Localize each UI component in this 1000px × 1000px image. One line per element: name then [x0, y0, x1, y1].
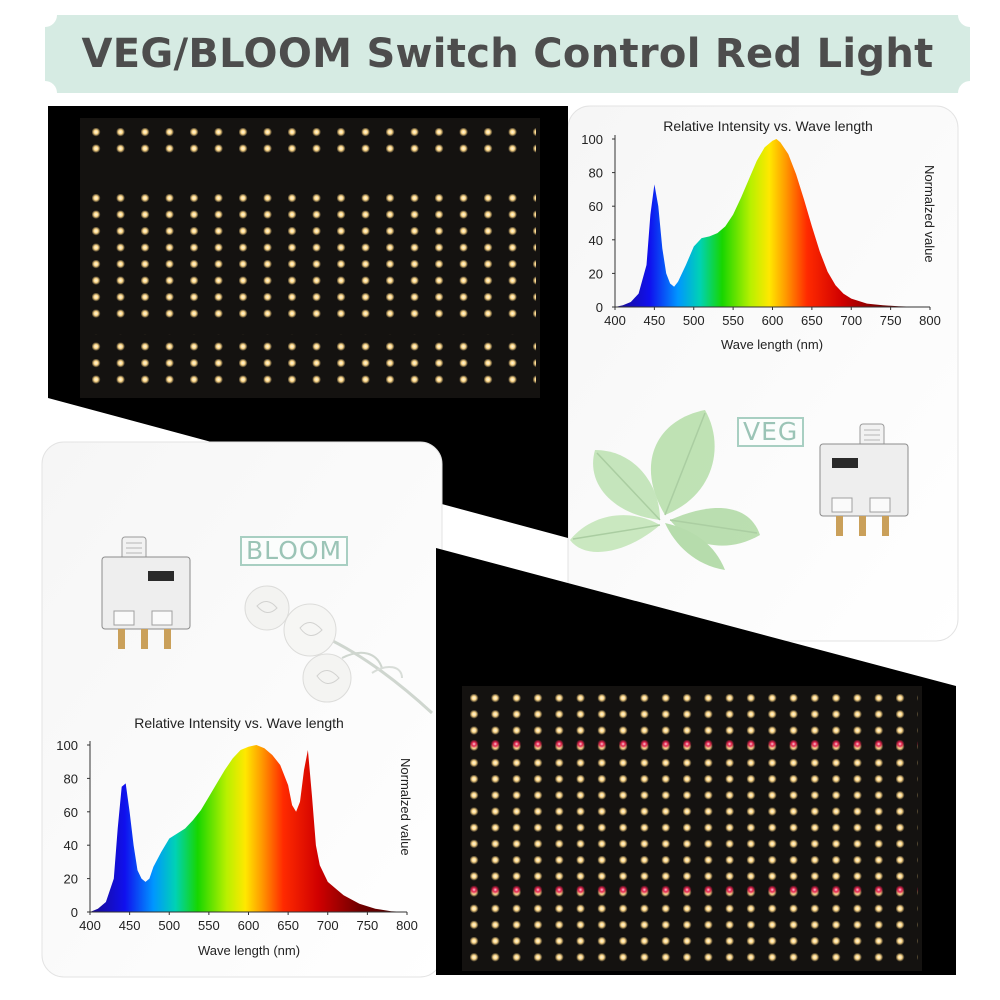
veg-x-tick-label: 450: [644, 313, 666, 328]
bloom-x-tick-label: 550: [198, 918, 220, 933]
bloom-x-tick-label: 800: [396, 918, 418, 933]
bloom-x-tick-label: 400: [79, 918, 101, 933]
bloom-label: BLOOM: [240, 536, 349, 566]
veg-x-tick-label: 550: [722, 313, 744, 328]
bloom-y-tick-label: 20: [64, 872, 78, 887]
veg-x-tick-label: 750: [880, 313, 902, 328]
veg-y-tick-label: 60: [589, 199, 603, 214]
veg-y-tick-label: 0: [596, 300, 603, 315]
veg-x-tick-label: 700: [840, 313, 862, 328]
veg-x-tick-label: 500: [683, 313, 705, 328]
bloom-y-tick-label: 60: [64, 805, 78, 820]
bloom-chart-xlabel: Wave length (nm): [198, 943, 300, 958]
veg-switch-icon[interactable]: [818, 422, 913, 540]
bloom-y-tick-label: 80: [64, 771, 78, 786]
veg-y-tick-label: 100: [581, 132, 603, 147]
page-title: VEG/BLOOM Switch Control Red Light: [81, 31, 934, 77]
bloom-spectrum-chart: Relative Intensity vs. Wave length Wave …: [56, 715, 418, 958]
bloom-x-tick-label: 650: [277, 918, 299, 933]
veg-spectrum-chart: Relative Intensity vs. Wave length Wave …: [581, 118, 941, 352]
bloom-y-tick-label: 40: [64, 838, 78, 853]
bloom-x-tick-label: 450: [119, 918, 141, 933]
bloom-y-tick-label: 100: [56, 738, 78, 753]
veg-chart-ylabel: Normalzed value: [922, 165, 937, 263]
veg-x-tick-label: 400: [604, 313, 626, 328]
veg-y-tick-label: 20: [589, 266, 603, 281]
bloom-spectrum-area: [90, 745, 407, 912]
bloom-chart-ylabel: Normalzed value: [398, 758, 413, 856]
bloom-chart-title: Relative Intensity vs. Wave length: [134, 715, 344, 731]
bloom-x-tick-label: 750: [357, 918, 379, 933]
veg-chart-title: Relative Intensity vs. Wave length: [663, 118, 873, 134]
white-roses-image: [244, 585, 434, 715]
veg-label: VEG: [737, 417, 805, 447]
veg-plot-area: 400 450 500 550 600 650 700 750 800 0 20 40 60 80 100: [581, 132, 941, 328]
title-banner: VEG/BLOOM Switch Control Red Light: [45, 15, 970, 93]
veg-y-tick-label: 40: [589, 233, 603, 248]
bloom-plot-area: 400 450 500 550 600 650 700 750 800 0 20 40 60 80 100: [56, 738, 418, 933]
veg-chart-xlabel: Wave length (nm): [721, 337, 823, 352]
title-banner-shape: [33, 3, 982, 105]
bloom-switch-icon[interactable]: [100, 535, 195, 653]
veg-y-tick-label: 80: [589, 166, 603, 181]
bloom-x-tick-label: 700: [317, 918, 339, 933]
bloom-x-tick-label: 600: [238, 918, 260, 933]
veg-x-tick-label: 600: [762, 313, 784, 328]
veg-x-tick-label: 650: [801, 313, 823, 328]
veg-spectrum-area: [615, 139, 930, 307]
bloom-x-tick-label: 500: [158, 918, 180, 933]
basil-leaves-image: [570, 410, 760, 570]
bloom-y-tick-label: 0: [71, 905, 78, 920]
veg-x-tick-label: 800: [919, 313, 941, 328]
